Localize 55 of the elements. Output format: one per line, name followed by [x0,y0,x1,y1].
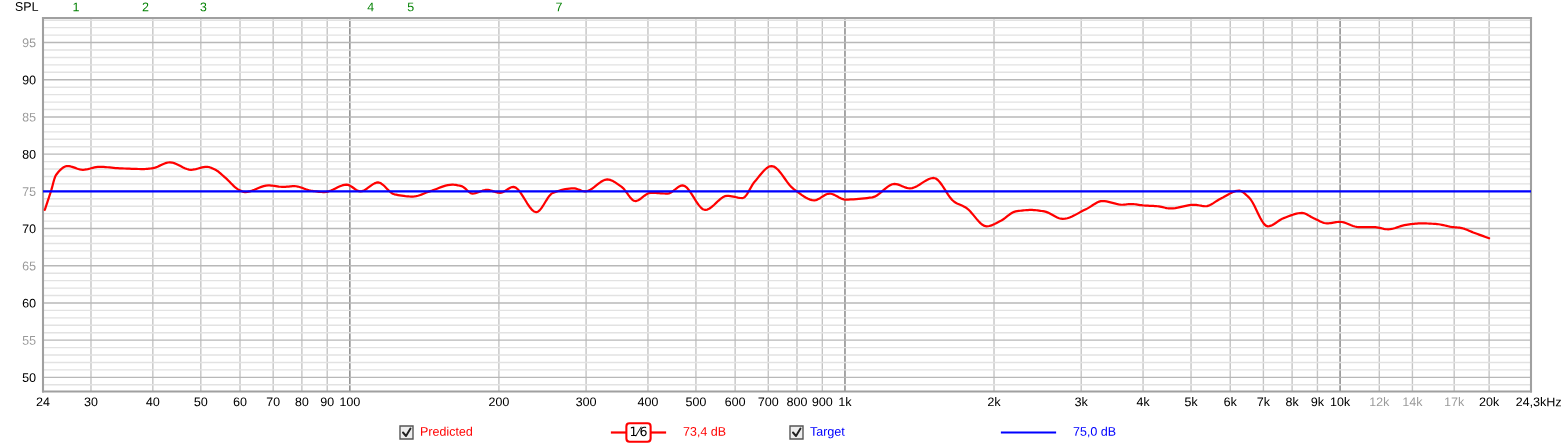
x-tick-label: 200 [489,397,509,407]
x-axis-title: Hz [1547,397,1561,407]
y-tick-label: 65 [22,261,36,271]
x-tick-label: 9k [1311,397,1325,407]
x-tick-label: 4k [1136,397,1150,407]
x-tick-label: 24,3k [1516,397,1547,408]
x-tick-label: 80 [295,397,309,407]
y-tick-label: 50 [22,373,36,383]
x-tick-label: 5k [1184,397,1198,407]
y-tick-label: 80 [22,149,36,159]
y-tick-label: 85 [22,112,36,122]
y-tick-label: 90 [22,75,36,85]
x-tick-label: 400 [637,397,658,407]
text: Predicted [421,426,472,436]
x-tick-label: 1k [839,397,852,407]
x-tick-label: 12k [1370,397,1390,407]
x-tick-label: 50 [194,397,208,407]
y-axis-title: SPL [15,2,39,11]
x-tick-label: 30 [84,397,98,407]
x-tick-label: 500 [686,397,706,407]
text: 4 [367,2,374,12]
x-tick-label: 17k [1445,397,1465,407]
x-tick-label: 8k [1286,397,1299,407]
x-tick-label: 600 [725,397,746,407]
text: 7 [556,2,562,12]
x-tick-label: 10k [1330,397,1351,407]
y-tick-label: 75 [22,187,36,197]
text: Target [810,427,845,439]
y-tick-label: 70 [22,224,36,234]
text: 73,4 dB [683,426,726,438]
y-tick-label: 60 [22,298,36,308]
text: 1 [73,2,79,12]
x-tick-label: 14k [1403,397,1423,407]
text: 5 [407,2,414,12]
x-tick-label: 900 [812,397,833,407]
x-tick-label: 700 [758,397,779,407]
text: 3 [200,2,207,12]
y-tick-label: 55 [22,336,36,345]
x-tick-label: 60 [233,397,247,407]
x-tick-label: 800 [787,397,807,407]
x-tick-label: 6k [1224,397,1237,407]
x-tick-label: 3k [1075,397,1088,407]
x-tick-label: 2k [988,397,1001,407]
x-tick-label: 100 [340,397,360,407]
x-tick-label: 300 [576,397,597,407]
text: 1⁄6 [630,426,647,437]
text: 2 [142,2,149,12]
x-tick-label: 7k [1257,397,1271,407]
x-tick-label: 70 [266,397,280,407]
y-tick-label: 95 [22,38,36,48]
x-tick-label: 90 [320,397,334,407]
x-tick-label: 24 [36,397,50,407]
x-tick-label: 40 [146,397,160,407]
x-tick-label: 20k [1479,397,1500,407]
text: 75,0 dB [1073,426,1116,438]
